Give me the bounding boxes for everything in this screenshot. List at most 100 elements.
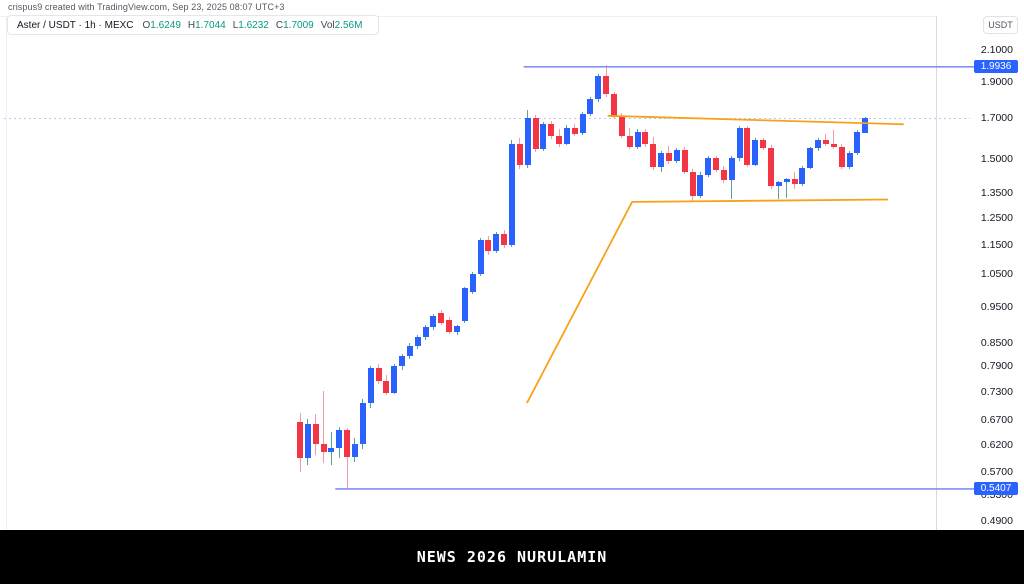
legend-item: H1.7044 (187, 19, 226, 31)
candle-wick (323, 391, 325, 464)
candle-down (642, 131, 649, 145)
candle-wick (778, 180, 780, 199)
candle-down (556, 135, 563, 144)
price-axis-separator (936, 16, 937, 530)
candle-up (414, 336, 421, 346)
candle-down (822, 139, 829, 144)
candle-up (673, 150, 680, 161)
symbol-title[interactable]: Aster / USDT · 1h · MEXC (17, 19, 134, 31)
candle-down (438, 312, 445, 324)
candle-up (634, 131, 641, 147)
candle-down (532, 117, 539, 150)
price-tick: 0.7900 (980, 360, 1013, 373)
ray-price-label: 0.5407 (974, 482, 1018, 496)
price-tick: 0.4900 (980, 514, 1013, 527)
candle-up (430, 315, 437, 327)
candle-wick (346, 428, 348, 489)
candle-down (713, 158, 720, 170)
price-tick: 0.6200 (980, 438, 1013, 451)
price-tick: 1.9000 (980, 76, 1013, 89)
candle-up (454, 325, 460, 333)
candle-down (344, 430, 351, 458)
news-banner: NEWS 2026 NURULAMIN (0, 530, 1024, 584)
credit-line: crispus9 created with TradingView.com, S… (8, 2, 285, 12)
candle-up (359, 403, 366, 445)
candle-up (391, 366, 398, 393)
news-banner-text: NEWS 2026 NURULAMIN (416, 548, 608, 566)
candle-up (540, 124, 547, 150)
candle-down (618, 117, 625, 136)
current-price-dotted-line (4, 118, 970, 120)
candle-up (461, 288, 468, 321)
candle-up (728, 158, 735, 181)
candle-down (830, 143, 837, 147)
candle-down (603, 75, 610, 95)
price-tick: 1.3500 (980, 186, 1013, 199)
legend-item: L1.6232 (232, 19, 269, 31)
candle-wick (825, 133, 827, 147)
candle-down (297, 422, 303, 458)
candle-up (799, 167, 806, 185)
price-tick: 0.8500 (980, 336, 1013, 349)
ray-price-label: 1.9936 (974, 60, 1018, 74)
candle-wick (786, 177, 788, 198)
ohlc-values: O1.6249 H1.7044 L1.6232 C1.7009 Vol2.56M (143, 20, 370, 31)
candle-down (446, 319, 453, 333)
candle-down (650, 144, 657, 168)
candle-down (383, 380, 390, 393)
candle-up (862, 118, 869, 133)
candle-down (626, 135, 633, 147)
candle-up (587, 99, 594, 115)
price-tick: 0.7300 (980, 385, 1013, 398)
candle-down (320, 443, 327, 452)
candle-up (846, 152, 853, 168)
candle-down (665, 152, 672, 161)
price-tick: 1.5000 (980, 152, 1013, 165)
candle-wick (833, 129, 835, 149)
legend-item: C1.7009 (275, 19, 314, 31)
candle-down (611, 94, 617, 118)
candle-up (493, 233, 500, 251)
candle-up (783, 179, 790, 183)
candle-up (422, 326, 429, 337)
symbol-legend[interactable]: Aster / USDT · 1h · MEXC O1.6249 H1.7044 L… (7, 15, 380, 35)
candle-down (760, 139, 767, 148)
price-axis[interactable]: 2.1000 1.9000 1.7000 1.5000 1.3500 1.2500 1.15… (936, 16, 1024, 530)
candle-up (477, 239, 484, 274)
candle-up (815, 139, 822, 149)
candle-down (768, 147, 774, 187)
candle-up (524, 117, 531, 166)
candle-up (736, 128, 743, 159)
candle-down (571, 127, 578, 134)
candle-down (720, 169, 727, 181)
currency-unit-button[interactable]: USDT (983, 16, 1018, 34)
candle-up (705, 158, 712, 175)
chart-top-border (0, 16, 936, 17)
price-tick: 1.0500 (980, 268, 1013, 281)
price-tick: 1.1500 (980, 238, 1013, 251)
chart-left-border (6, 17, 7, 530)
candle-down (312, 424, 319, 444)
price-tick: 1.2500 (980, 211, 1013, 224)
candle-down (548, 124, 555, 136)
candle-down (485, 239, 492, 252)
candle-up (697, 174, 704, 197)
price-tick: 2.1000 (980, 43, 1013, 56)
candle-up (399, 356, 406, 367)
legend-item: O1.6249 (142, 19, 181, 31)
candle-up (807, 148, 814, 168)
candle-up (658, 152, 665, 168)
candle-up (304, 424, 311, 458)
candle-down (681, 150, 688, 172)
candle-up (406, 345, 413, 357)
candle-down (375, 368, 382, 381)
price-tick: 0.6700 (980, 413, 1013, 426)
candle-up (595, 75, 602, 100)
candle-up (336, 430, 343, 448)
price-tick: 0.5700 (980, 465, 1013, 478)
price-tick: 1.7000 (980, 112, 1013, 125)
candle-down (744, 128, 751, 165)
candle-up (775, 182, 782, 187)
candle-up (367, 368, 374, 404)
